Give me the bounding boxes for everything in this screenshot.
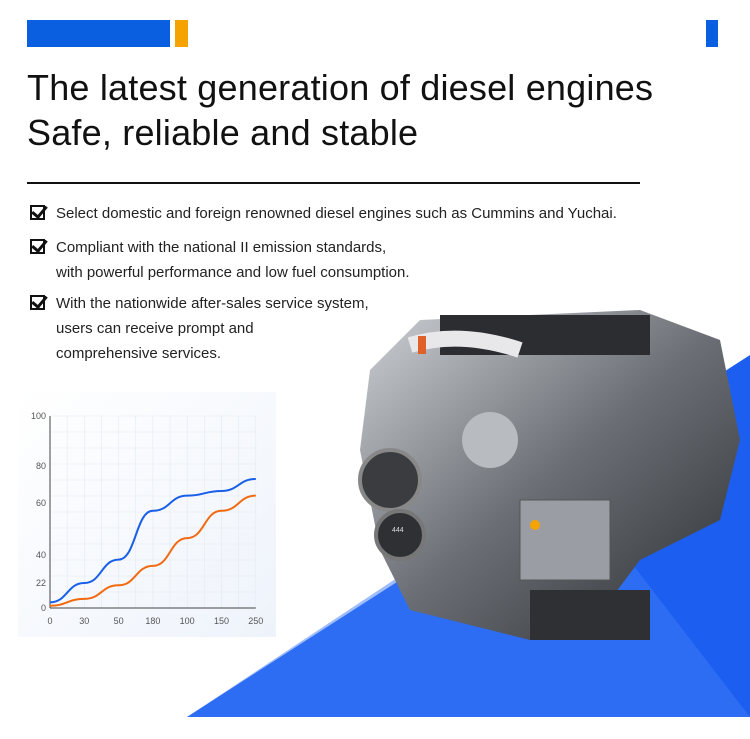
checkbox-checked-icon xyxy=(30,205,45,220)
divider xyxy=(27,182,640,184)
headline-line-1: The latest generation of diesel engines xyxy=(27,67,654,108)
feature-text: users can receive prompt and xyxy=(56,320,254,337)
accent-bar-blue xyxy=(27,20,170,47)
feature-text: with powerful performance and low fuel c… xyxy=(56,264,410,281)
x-tick-label: 100 xyxy=(180,616,195,626)
checkbox-checked-icon xyxy=(30,295,45,310)
x-tick-label: 0 xyxy=(47,616,52,626)
y-tick-label: 22 xyxy=(36,578,46,588)
feature-item: Compliant with the national II emission … xyxy=(30,235,410,285)
x-tick-label: 180 xyxy=(145,616,160,626)
x-tick-label: 30 xyxy=(79,616,89,626)
feature-text: comprehensive services. xyxy=(56,345,222,362)
y-tick-label: 60 xyxy=(36,498,46,508)
checkbox-checked-icon xyxy=(30,239,45,254)
accent-bar-orange xyxy=(175,20,188,47)
feature-text: Compliant with the national II emission … xyxy=(56,239,387,256)
y-tick-label: 80 xyxy=(36,461,46,471)
engine-badge-text: 444 xyxy=(392,527,404,534)
accent-bar-right xyxy=(706,20,718,47)
x-tick-label: 150 xyxy=(214,616,229,626)
feature-text: With the nationwide after-sales service … xyxy=(56,295,369,312)
y-tick-label: 40 xyxy=(36,550,46,560)
y-tick-label: 0 xyxy=(41,603,46,613)
feature-item: Select domestic and foreign renowned die… xyxy=(30,201,617,226)
diesel-engine-image: 444 xyxy=(358,310,740,640)
x-tick-label: 250 xyxy=(248,616,263,626)
headline-line-2: Safe, reliable and stable xyxy=(27,112,419,153)
feature-item: With the nationwide after-sales service … xyxy=(30,291,369,366)
x-tick-label: 50 xyxy=(114,616,124,626)
feature-text: Select domestic and foreign renowned die… xyxy=(56,205,617,222)
line-chart: 0 22 40 60 80 100 0 30 50 180 100 150 250 xyxy=(31,411,263,626)
chart-panel: 0 22 40 60 80 100 0 30 50 180 100 150 250 xyxy=(18,392,276,637)
y-tick-label: 100 xyxy=(31,411,46,421)
